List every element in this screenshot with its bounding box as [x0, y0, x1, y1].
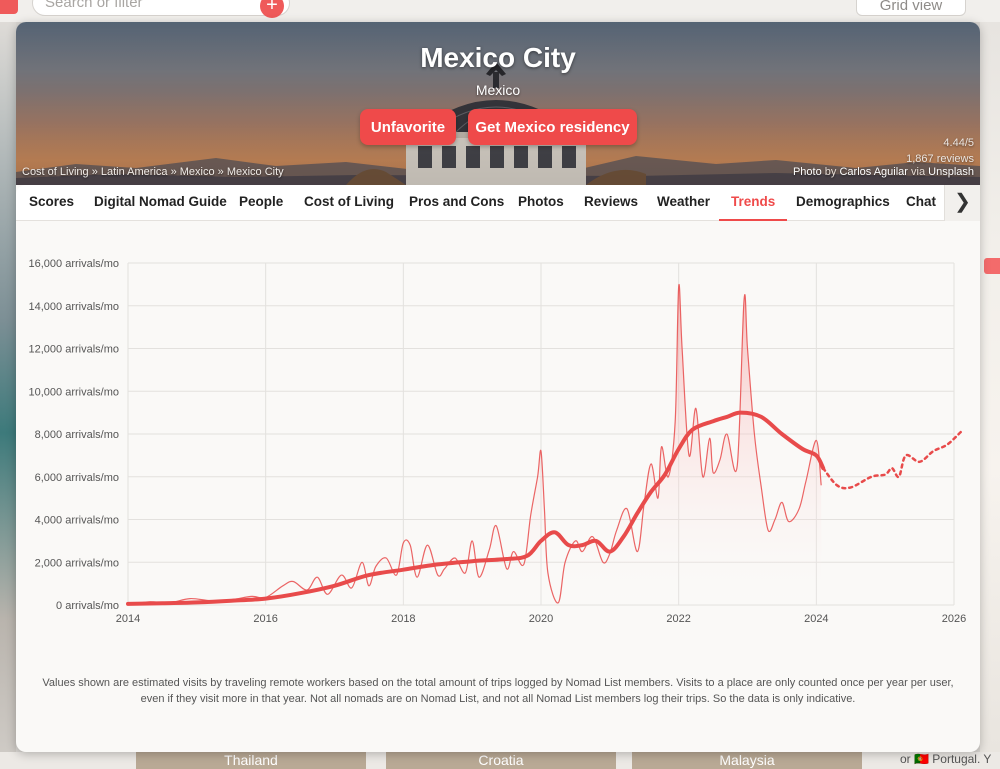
tab-pros-and-cons[interactable]: Pros and Cons — [409, 194, 505, 209]
unfavorite-button[interactable]: Unfavorite — [360, 109, 456, 145]
tabs-next-button[interactable]: ❯ — [944, 185, 980, 221]
chevron-right-icon: ❯ — [954, 191, 971, 213]
city-modal: Mexico City Mexico Unfavorite Get Mexico… — [16, 22, 980, 752]
background-left-cards — [0, 22, 16, 769]
tab-chat[interactable]: Chat — [906, 194, 936, 209]
y-tick-label: 2,000 arrivals/mo — [35, 557, 119, 569]
x-tick-label: 2018 — [391, 613, 415, 625]
y-tick-label: 8,000 arrivals/mo — [35, 429, 119, 441]
background-city-card[interactable]: Thailand — [136, 752, 366, 769]
monthly-arrivals-area — [128, 284, 822, 605]
y-axis: 0 arrivals/mo 2,000 arrivals/mo 4,000 arri… — [29, 258, 120, 612]
rating-summary: 4.44/5 1,867 reviews — [906, 135, 974, 167]
tab-cost-of-living[interactable]: Cost of Living — [304, 194, 394, 209]
forecast-line — [821, 430, 963, 490]
x-axis: 2014 2016 2018 2020 2022 2024 2026 — [116, 613, 966, 625]
background-city-card[interactable]: Croatia — [386, 752, 616, 769]
add-filter-button[interactable]: + — [260, 0, 284, 18]
arrivals-trend-chart: 0 arrivals/mo 2,000 arrivals/mo 4,000 arri… — [29, 258, 967, 625]
tab-demographics[interactable]: Demographics — [796, 194, 890, 209]
photo-source-link[interactable]: Unsplash — [928, 166, 974, 178]
x-tick-label: 2022 — [666, 613, 690, 625]
monthly-arrivals-line — [127, 283, 822, 606]
y-tick-label: 4,000 arrivals/mo — [35, 515, 119, 527]
city-tabs: Scores Digital Nomad Guide People Cost o… — [16, 185, 980, 221]
city-title: Mexico City — [420, 42, 576, 73]
tab-digital-nomad-guide[interactable]: Digital Nomad Guide — [94, 194, 227, 209]
trend-line — [126, 410, 826, 606]
y-tick-label: 16,000 arrivals/mo — [29, 258, 120, 270]
y-tick-label: 10,000 arrivals/mo — [29, 386, 120, 398]
rating-score: 4.44/5 — [943, 137, 974, 149]
city-hero: Mexico City Mexico Unfavorite Get Mexico… — [16, 22, 980, 185]
tab-photos[interactable]: Photos — [518, 194, 564, 209]
x-tick-label: 2014 — [116, 613, 140, 625]
grid-view-toggle[interactable]: Grid view — [856, 0, 966, 16]
tab-weather[interactable]: Weather — [657, 194, 711, 209]
background-city-card[interactable]: Malaysia — [632, 752, 862, 769]
photographer-link[interactable]: Carlos Aguilar — [839, 166, 908, 178]
y-tick-label: 6,000 arrivals/mo — [35, 472, 119, 484]
tab-scores[interactable]: Scores — [29, 194, 75, 209]
background-right-cards — [980, 22, 1000, 769]
photo-credit-via: via — [911, 166, 926, 178]
breadcrumb[interactable]: Cost of Living » Latin America » Mexico … — [22, 166, 284, 178]
data-disclaimer: Values shown are estimated visits by tra… — [42, 677, 954, 705]
photo-credit-prefix: Photo — [792, 166, 822, 178]
tab-people[interactable]: People — [239, 194, 284, 209]
photo-credit-by: by — [824, 166, 837, 178]
country-name[interactable]: Mexico — [475, 82, 521, 98]
tab-reviews[interactable]: Reviews — [584, 194, 639, 209]
tab-trends[interactable]: Trends — [719, 185, 788, 221]
background-menu-button[interactable] — [0, 0, 18, 14]
search-input[interactable]: Search or filter — [32, 0, 290, 16]
background-right-text: or 🇵🇹 Portugal. Y — [900, 752, 992, 766]
get-residency-button[interactable]: Get Mexico residency — [468, 109, 637, 145]
background-right-badge — [984, 258, 1000, 274]
x-tick-label: 2026 — [942, 613, 966, 625]
hero-overlay — [16, 22, 980, 185]
y-tick-label: 14,000 arrivals/mo — [29, 301, 120, 313]
x-tick-label: 2024 — [804, 613, 828, 625]
x-tick-label: 2016 — [253, 613, 277, 625]
review-count[interactable]: 1,867 reviews — [906, 153, 974, 165]
photo-credit: Photo by Carlos Aguilar via Unsplash — [793, 166, 974, 178]
y-tick-label: 12,000 arrivals/mo — [29, 344, 120, 356]
x-tick-label: 2020 — [529, 613, 553, 625]
y-tick-label: 0 arrivals/mo — [56, 600, 119, 612]
chart-series — [126, 283, 963, 606]
